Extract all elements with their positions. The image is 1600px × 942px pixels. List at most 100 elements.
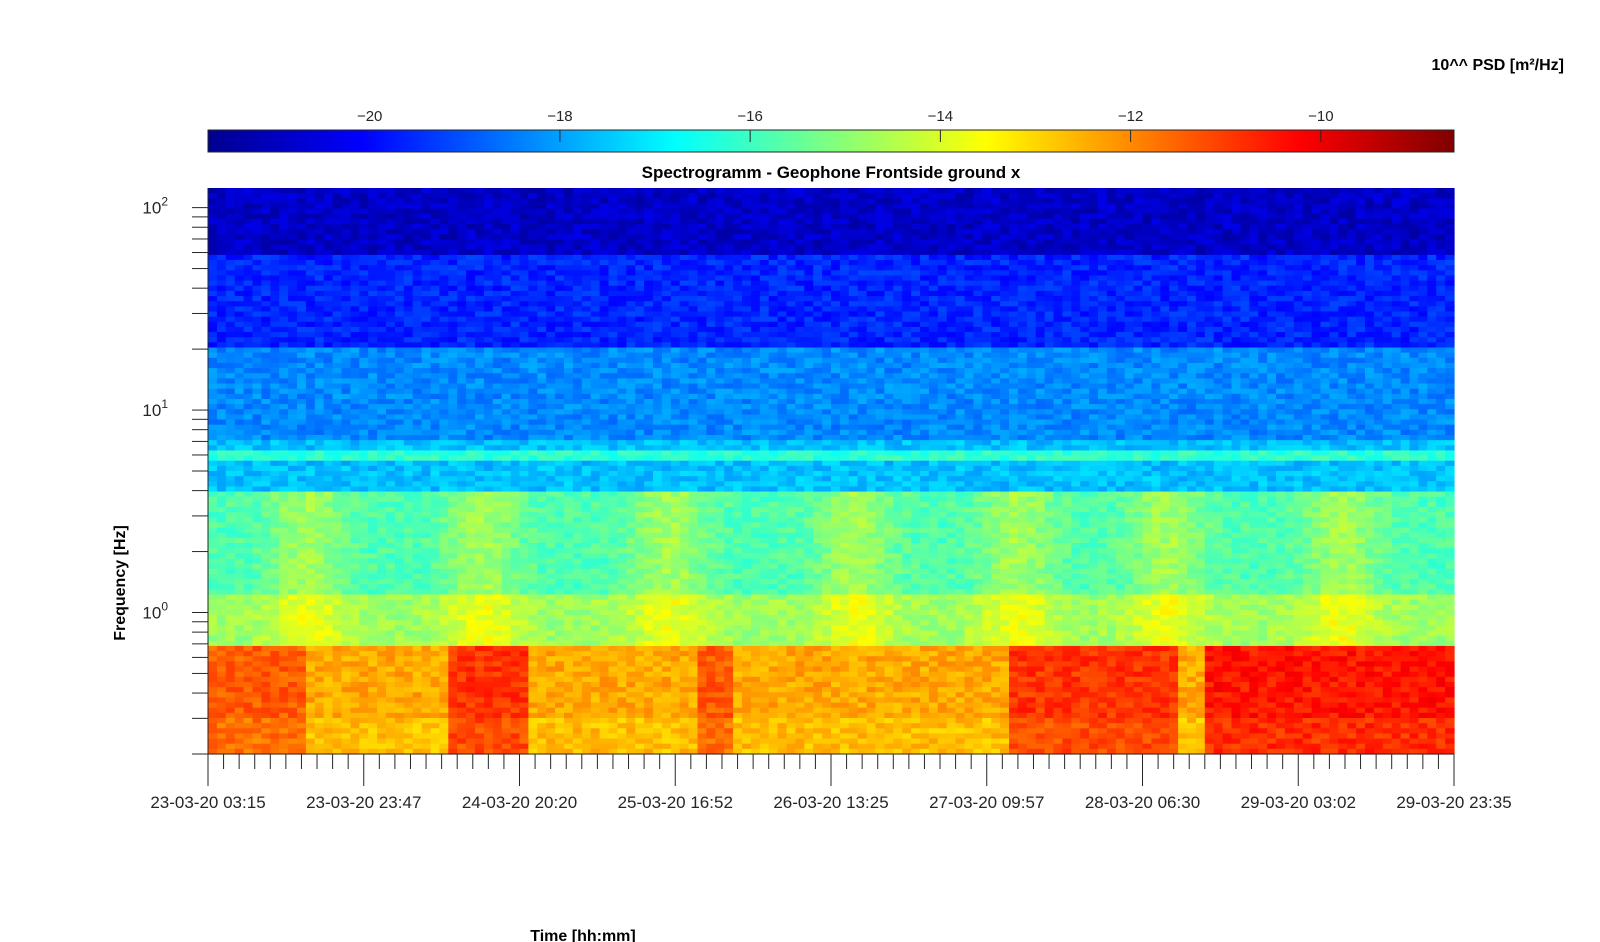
heatmap-cell (323, 193, 334, 199)
heatmap-cell (1204, 301, 1215, 307)
heatmap-cell (920, 234, 930, 241)
heatmap-cell (750, 362, 761, 369)
heatmap-cell (599, 188, 610, 194)
heatmap-cell (243, 362, 254, 369)
heatmap-cell (243, 347, 254, 354)
heatmap-cell (848, 275, 859, 282)
heatmap-cell (297, 280, 307, 287)
heatmap-cell (822, 198, 832, 205)
heatmap-cell (305, 208, 316, 215)
heatmap-cell (1365, 301, 1375, 307)
heatmap-cell (1044, 188, 1055, 194)
heatmap-cell (866, 229, 877, 235)
heatmap-cell (412, 326, 423, 333)
heatmap-cell (866, 306, 877, 313)
colorbar-label: 10^^ PSD [m²/Hz] (1432, 57, 1564, 74)
heatmap-cell (1017, 357, 1028, 364)
heatmap-cell (1338, 326, 1348, 333)
heatmap-cell (697, 306, 707, 313)
heatmap-cell (1053, 224, 1063, 230)
heatmap-cell (617, 229, 627, 235)
heatmap-cell (208, 244, 218, 251)
heatmap-cell (546, 321, 556, 328)
heatmap-cell (1080, 332, 1090, 338)
heatmap-cell (964, 244, 974, 251)
heatmap-cell (777, 203, 788, 210)
heatmap-cell (706, 224, 716, 230)
heatmap-cell (822, 260, 832, 266)
heatmap-cell (866, 249, 877, 256)
heatmap-cell (1053, 290, 1063, 297)
heatmap-cell (1302, 265, 1313, 271)
heatmap-cell (955, 244, 966, 251)
heatmap-cell (1160, 357, 1170, 364)
heatmap-cell (839, 321, 850, 328)
heatmap-cell (1320, 290, 1330, 297)
heatmap-cell (893, 301, 903, 307)
heatmap-cell (866, 352, 877, 359)
heatmap-cell (1436, 249, 1446, 256)
heatmap-cell (323, 326, 334, 333)
heatmap-cell (572, 270, 583, 277)
heatmap-cell (555, 326, 565, 333)
heatmap-cell (243, 229, 254, 235)
heatmap-cell (555, 270, 565, 277)
heatmap-cell (1204, 218, 1215, 225)
heatmap-cell (528, 203, 538, 210)
heatmap-cell (1178, 342, 1188, 349)
heatmap-cell (350, 352, 360, 359)
heatmap-cell (225, 342, 236, 349)
heatmap-cell (1418, 208, 1428, 215)
heatmap-cell (697, 311, 707, 318)
heatmap-cell (457, 213, 467, 220)
heatmap-cell (1169, 337, 1179, 343)
heatmap-cell (1195, 270, 1206, 277)
heatmap-cell (742, 311, 752, 318)
heatmap-cell (1329, 285, 1339, 292)
heatmap-cell (1311, 280, 1322, 287)
heatmap-cell (1284, 260, 1295, 266)
heatmap-cell (1284, 311, 1295, 318)
heatmap-cell (893, 203, 903, 210)
heatmap-cell (492, 218, 503, 225)
heatmap-cell (608, 296, 618, 302)
heatmap-cell (964, 249, 974, 256)
heatmap-cell (1338, 306, 1348, 313)
heatmap-cell (1178, 337, 1188, 343)
heatmap-cell (742, 229, 752, 235)
heatmap-cell (733, 244, 743, 251)
heatmap-cell (243, 326, 254, 333)
heatmap-cell (1071, 326, 1081, 333)
heatmap-cell (359, 357, 369, 364)
heatmap-cell (946, 306, 957, 313)
heatmap-cell (386, 208, 396, 215)
heatmap-cell (893, 321, 903, 328)
heatmap-cell (1044, 306, 1055, 313)
heatmap-cell (866, 347, 877, 354)
heatmap-cell (875, 342, 885, 349)
heatmap-cell (688, 275, 699, 282)
heatmap-cell (261, 342, 271, 349)
heatmap-cell (519, 280, 529, 287)
heatmap-cell (1026, 342, 1037, 349)
heatmap-cell (1382, 316, 1393, 323)
heatmap-cell (848, 306, 859, 313)
heatmap-cell (1044, 203, 1055, 210)
heatmap-cell (1320, 234, 1330, 241)
heatmap-cell (377, 316, 387, 323)
heatmap-cell (483, 296, 494, 302)
heatmap-cell (572, 352, 583, 359)
heatmap-cell (1320, 193, 1330, 199)
heatmap-cell (946, 260, 957, 266)
heatmap-cell (466, 249, 476, 256)
heatmap-cell (457, 352, 467, 359)
heatmap-cell (519, 352, 529, 359)
heatmap-cell (1151, 290, 1161, 297)
heatmap-cell (759, 239, 770, 246)
heatmap-cell (572, 224, 583, 230)
heatmap-cell (1195, 218, 1206, 225)
heatmap-cell (742, 296, 752, 302)
heatmap-cell (1124, 301, 1135, 307)
heatmap-cell (1169, 198, 1179, 205)
heatmap-cell (697, 290, 707, 297)
